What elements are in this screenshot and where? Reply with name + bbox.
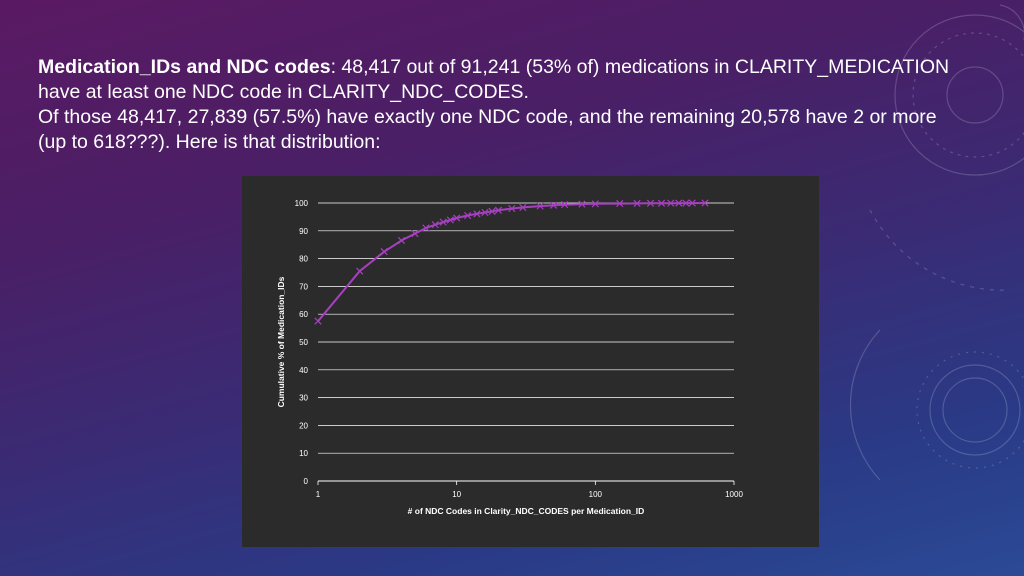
data-point-4: [411, 229, 419, 238]
gridlines: [317, 202, 735, 485]
data-point-18: [549, 201, 558, 209]
data-point-28: [682, 199, 690, 207]
data-point-25: [657, 199, 666, 207]
data-point-6: [431, 221, 439, 229]
text-line-2: have at least one NDC code in CLARITY_ND…: [38, 81, 529, 103]
data-point-3: [397, 236, 406, 245]
data-point-5: [422, 224, 430, 232]
data-point-11: [473, 210, 481, 218]
data-point-21: [591, 200, 599, 208]
chart-container: 0 10 20 30 40 50 60 70 80 90 100 1 10 100 1000 # of N…: [242, 176, 819, 547]
data-point-29: [688, 199, 696, 207]
y-tick-label-60: 60: [299, 310, 308, 319]
y-tick-label-10: 10: [299, 449, 308, 458]
heading-bold-phrase: Medication_IDs and NDC codes: [38, 56, 331, 78]
data-point-24: [646, 199, 655, 207]
text-line-3: Of those 48,417, 27,839 (57.5%) have exa…: [38, 106, 937, 128]
data-point-8: [446, 216, 454, 224]
x-tick-label-10: 10: [452, 490, 461, 499]
data-point-12: [481, 208, 489, 217]
data-point-9: [453, 214, 461, 222]
series-group: [314, 199, 709, 325]
y-tick-label-80: 80: [299, 255, 308, 264]
text-line-4: (up to 618???). Here is that distributio…: [38, 131, 381, 153]
data-point-0: [314, 317, 322, 325]
y-tick-labels: 0 10 20 30 40 50 60 70 80 90 100: [295, 199, 309, 486]
data-point-20: [578, 200, 586, 208]
data-point-15: [508, 204, 516, 213]
data-point-7: [439, 218, 447, 226]
data-point-22: [616, 199, 624, 208]
x-tick-label-1: 1: [316, 490, 321, 499]
y-tick-label-70: 70: [299, 282, 308, 291]
series-line-0: [317, 202, 706, 322]
data-point-17: [536, 202, 544, 210]
data-point-19: [560, 201, 569, 209]
y-tick-label-40: 40: [299, 366, 308, 375]
x-tick-labels: 1 10 100 1000: [316, 490, 744, 499]
y-tick-label-100: 100: [295, 199, 309, 208]
data-point-27: [675, 199, 683, 207]
data-point-2: [380, 248, 388, 256]
data-point-16: [519, 203, 527, 212]
y-tick-label-90: 90: [299, 227, 308, 236]
y-tick-label-20: 20: [299, 421, 308, 430]
data-point-13: [488, 207, 496, 215]
data-point-26: [667, 199, 675, 207]
y-axis-title: Cumulative % of Medication_IDs: [276, 276, 286, 407]
text-line-1: Medication_IDs and NDC codes: 48,417 out…: [38, 55, 988, 80]
y-tick-label-30: 30: [299, 394, 308, 403]
x-axis-title: # of NDC Codes in Clarity_NDC_CODES per …: [408, 506, 645, 516]
x-tick-label-1000: 1000: [725, 490, 743, 499]
data-point-1: [356, 267, 364, 275]
y-tick-label-50: 50: [299, 338, 308, 347]
data-point-10: [464, 211, 472, 220]
heading-rest: : 48,417 out of 91,241 (53% of) medicati…: [330, 56, 950, 78]
x-tick-label-100: 100: [589, 490, 603, 499]
data-point-14: [494, 206, 503, 214]
data-point-23: [633, 199, 641, 208]
data-point-30: [701, 199, 709, 207]
slide-body-text: Medication_IDs and NDC codes: 48,417 out…: [38, 55, 988, 155]
y-tick-label-0: 0: [304, 477, 309, 486]
